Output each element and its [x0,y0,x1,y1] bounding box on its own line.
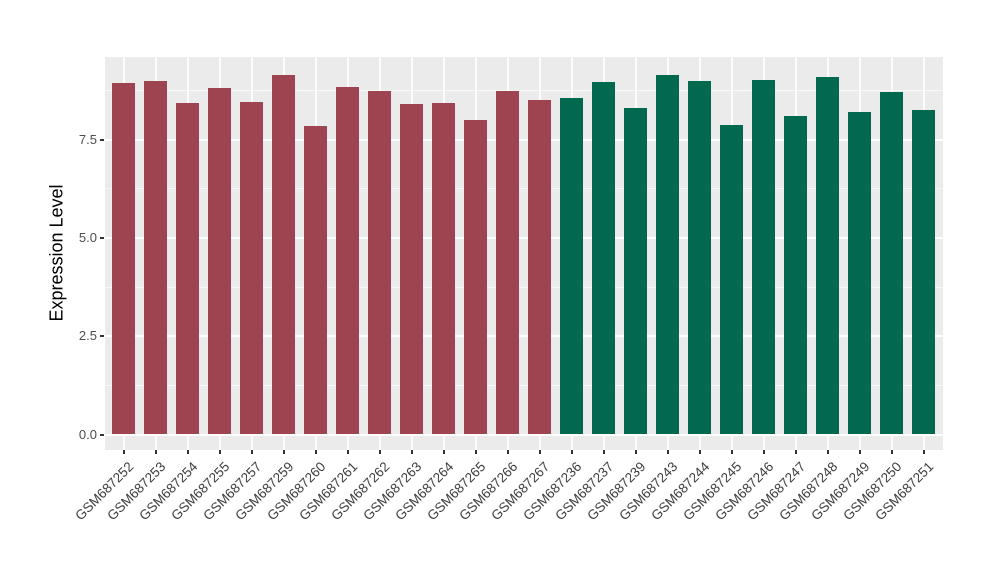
y-tick-mark [100,236,104,239]
x-tick-mark [154,450,157,454]
x-tick-mark [698,450,701,454]
bar-GSM687244 [688,80,712,435]
x-tick-mark [602,450,605,454]
bar-GSM687251 [912,110,936,435]
bar-GSM687254 [176,102,200,435]
bar-GSM687246 [752,80,776,435]
y-tick-mark [100,335,104,338]
bar-GSM687260 [304,126,328,435]
x-tick-mark [794,450,797,454]
bar-GSM687262 [368,91,392,435]
major-gridline [105,138,943,141]
bar-GSM687263 [400,103,424,435]
y-tick-label: 7.5 [78,131,97,147]
x-tick-mark [314,450,317,454]
bar-GSM687267 [528,99,552,435]
bar-GSM687236 [560,98,584,435]
bar-GSM687253 [144,80,168,435]
x-tick-mark [730,450,733,454]
bar-GSM687237 [592,82,616,435]
x-tick-mark [218,450,221,454]
bar-GSM687249 [848,111,872,435]
major-gridline [105,335,943,338]
x-tick-mark [570,450,573,454]
bar-GSM687257 [240,101,264,435]
bar-GSM687245 [720,124,744,435]
bar-GSM687250 [880,91,904,435]
bar-GSM687264 [432,102,456,435]
major-gridline [105,236,943,239]
bar-GSM687247 [784,116,808,435]
bar-GSM687266 [496,91,520,435]
x-tick-mark [410,450,413,454]
minor-gridline [105,89,943,91]
bar-GSM687261 [336,87,360,435]
x-tick-mark [858,450,861,454]
bar-GSM687265 [464,120,488,435]
bar-GSM687243 [656,74,680,435]
y-tick-label: 5.0 [78,229,97,245]
x-tick-mark [186,450,189,454]
x-tick-mark [762,450,765,454]
x-tick-mark [538,450,541,454]
plot-panel [105,57,943,450]
y-tick-mark [100,138,104,141]
x-tick-mark [474,450,477,454]
minor-gridline [105,384,943,386]
y-tick-label: 0.0 [78,426,97,442]
x-tick-mark [346,450,349,454]
y-tick-label: 2.5 [78,328,97,344]
x-tick-mark [282,450,285,454]
x-tick-mark [666,450,669,454]
minor-gridline [105,286,943,288]
x-tick-mark [826,450,829,454]
bar-GSM687239 [624,108,648,435]
minor-gridline [105,188,943,190]
x-tick-mark [378,450,381,454]
bar-GSM687248 [816,76,840,435]
x-tick-mark [250,450,253,454]
major-gridline [105,433,943,436]
x-tick-mark [506,450,509,454]
x-tick-mark [634,450,637,454]
x-tick-mark [122,450,125,454]
x-tick-mark [442,450,445,454]
x-tick-mark [922,450,925,454]
y-tick-mark [100,433,104,436]
bar-GSM687255 [208,88,232,435]
x-tick-mark [890,450,893,454]
bar-GSM687259 [272,74,296,435]
bar-GSM687252 [112,83,136,435]
y-axis-title: Expression Level [46,184,67,322]
